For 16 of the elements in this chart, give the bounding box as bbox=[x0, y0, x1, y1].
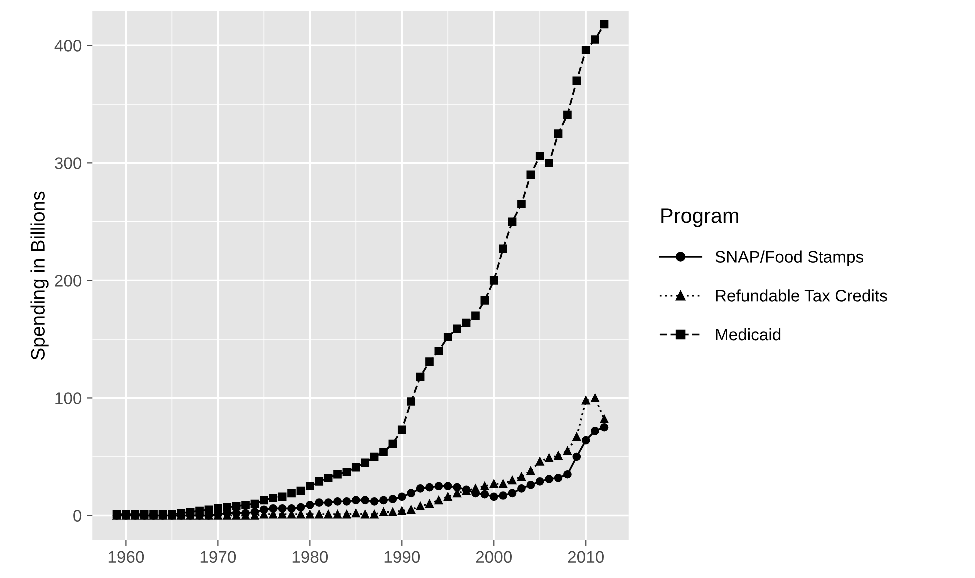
x-tick-label: 1960 bbox=[108, 551, 144, 564]
y-tick-label: 400 bbox=[54, 40, 82, 52]
y-tick-label: 0 bbox=[74, 510, 82, 522]
x-tick-label: 1980 bbox=[292, 551, 328, 564]
x-tick-label: 1990 bbox=[384, 551, 420, 564]
y-tick-label: 100 bbox=[56, 392, 82, 404]
legend-label: Refundable Tax Credits bbox=[716, 290, 888, 302]
y-tick-label: 300 bbox=[55, 158, 82, 170]
legend-title: Program bbox=[662, 208, 738, 228]
legend-label: Medicaid bbox=[716, 328, 781, 341]
x-tick-label: 2000 bbox=[476, 551, 512, 564]
x-tick-label: 1970 bbox=[200, 551, 236, 564]
y-axis-title: Spending in Billions bbox=[30, 192, 49, 360]
y-tick-label: 200 bbox=[55, 275, 82, 287]
x-tick-label: 2010 bbox=[568, 551, 604, 564]
legend-label: SNAP/Food Stamps bbox=[716, 250, 864, 266]
